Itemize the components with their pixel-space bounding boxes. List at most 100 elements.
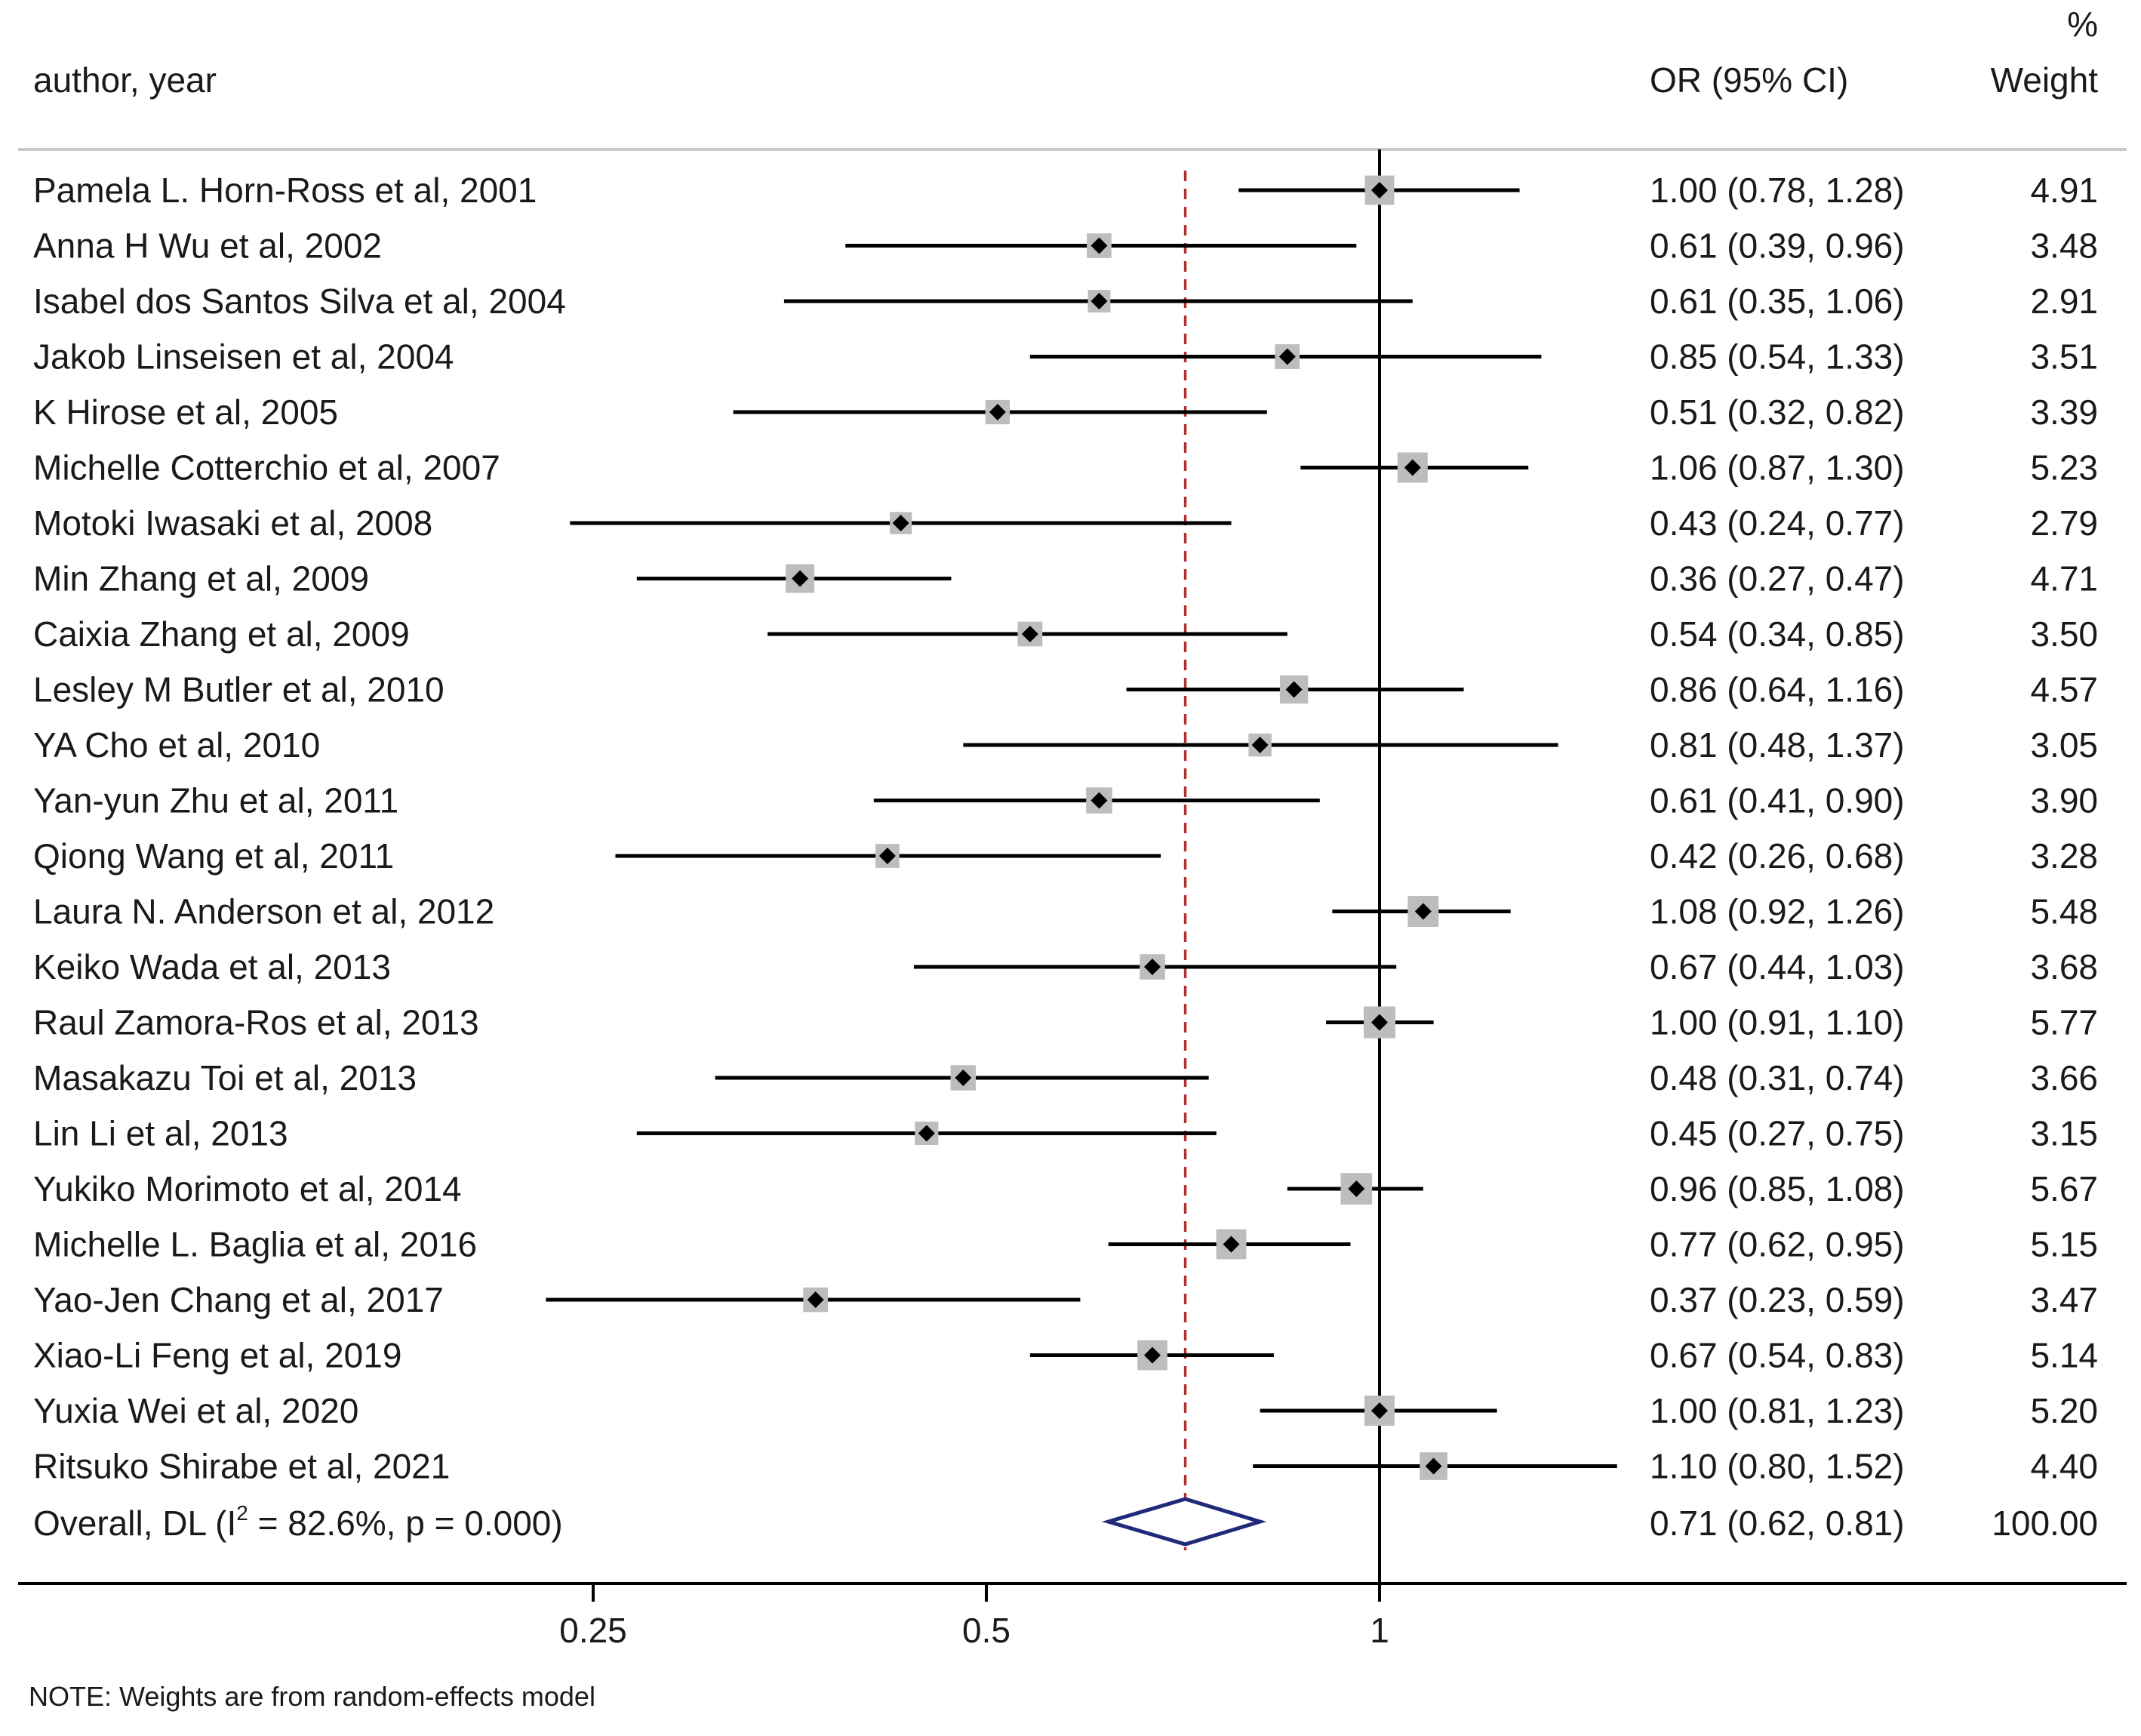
confidence-intervals <box>546 188 1617 1468</box>
study-weight: 3.90 <box>2030 781 2098 820</box>
effect-estimate: 0.48 (0.31, 0.74) <box>1650 1058 1905 1097</box>
effect-estimate: 0.37 (0.23, 0.59) <box>1650 1280 1905 1319</box>
effect-estimate: 0.86 (0.64, 1.16) <box>1650 670 1905 709</box>
study-label: Laura N. Anderson et al, 2012 <box>33 892 494 931</box>
effect-estimate: 0.45 (0.27, 0.75) <box>1650 1114 1905 1153</box>
effect-estimate: 1.06 (0.87, 1.30) <box>1650 448 1905 488</box>
point-estimate <box>989 404 1006 420</box>
reference-lines <box>1183 149 1381 1584</box>
overall-ci-text: 0.71 (0.62, 0.81) <box>1650 1504 1905 1543</box>
study-weight: 3.66 <box>2030 1058 2098 1097</box>
study-weights: 4.91 3.48 2.91 3.51 3.39 5.23 2.79 4.71 3.50 4.57… <box>2030 171 2098 1486</box>
study-weight: 5.67 <box>2030 1169 2098 1208</box>
study-weight: 3.28 <box>2030 836 2098 876</box>
overall-weight: 100.00 <box>1992 1504 2098 1543</box>
study-weight: 4.40 <box>2030 1447 2098 1486</box>
effect-estimate: 1.00 (0.78, 1.28) <box>1650 171 1905 210</box>
x-tick-label: 0.25 <box>559 1611 627 1650</box>
point-estimate <box>878 848 896 864</box>
study-weight: 5.77 <box>2030 1003 2098 1042</box>
study-weight: 5.48 <box>2030 892 2098 931</box>
point-estimate <box>1371 182 1388 199</box>
header-effect: OR (95% CI) <box>1650 60 1848 100</box>
point-estimate <box>1278 348 1296 365</box>
effect-estimate: 0.61 (0.39, 0.96) <box>1650 226 1905 266</box>
study-weight: 5.20 <box>2030 1391 2098 1430</box>
study-label: Lesley M Butler et al, 2010 <box>33 670 445 709</box>
study-label: Michelle Cotterchio et al, 2007 <box>33 448 500 488</box>
study-label: Lin Li et al, 2013 <box>33 1114 288 1153</box>
study-label: Yuxia Wei et al, 2020 <box>33 1391 358 1430</box>
point-estimate <box>1348 1180 1365 1197</box>
study-label: Jakob Linseisen et al, 2004 <box>33 337 454 377</box>
effect-estimate: 0.51 (0.32, 0.82) <box>1650 392 1905 432</box>
study-weight: 3.50 <box>2030 614 2098 654</box>
x-tick-label: 1 <box>1370 1611 1389 1650</box>
effect-estimates: 1.00 (0.78, 1.28) 0.61 (0.39, 0.96) 0.61 (… <box>1650 171 1905 1486</box>
study-weight: 2.79 <box>2030 503 2098 543</box>
study-label: Motoki Iwasaki et al, 2008 <box>33 503 432 543</box>
point-estimate <box>1371 1014 1388 1031</box>
study-label: Keiko Wada et al, 2013 <box>33 947 391 987</box>
study-label: Min Zhang et al, 2009 <box>33 559 369 599</box>
effect-estimate: 0.67 (0.54, 0.83) <box>1650 1336 1905 1375</box>
effect-estimate: 0.81 (0.48, 1.37) <box>1650 725 1905 765</box>
header-weight-percent: % <box>2067 5 2098 44</box>
study-weight: 3.39 <box>2030 392 2098 432</box>
effect-estimate: 0.43 (0.24, 0.77) <box>1650 503 1905 543</box>
study-weight: 4.91 <box>2030 171 2098 210</box>
header-weight: Weight <box>1991 60 2099 100</box>
study-weight: 5.15 <box>2030 1225 2098 1264</box>
study-weight: 5.14 <box>2030 1336 2098 1375</box>
study-label: Isabel dos Santos Silva et al, 2004 <box>33 282 566 321</box>
study-label: Yan-yun Zhu et al, 2011 <box>33 781 398 820</box>
point-estimate <box>1143 1347 1161 1364</box>
study-label: Yukiko Morimoto et al, 2014 <box>33 1169 462 1208</box>
footnote: NOTE: Weights are from random-effects mo… <box>29 1681 595 1712</box>
point-estimate <box>1285 681 1303 698</box>
study-label: Caixia Zhang et al, 2009 <box>33 614 410 654</box>
point-estimates <box>792 182 1442 1475</box>
effect-estimate: 0.61 (0.35, 1.06) <box>1650 282 1905 321</box>
effect-estimate: 1.08 (0.92, 1.26) <box>1650 892 1905 931</box>
point-estimate <box>1223 1236 1240 1253</box>
effect-estimate: 0.85 (0.54, 1.33) <box>1650 337 1905 377</box>
study-label: Xiao-Li Feng et al, 2019 <box>33 1336 401 1375</box>
point-estimate <box>792 570 809 587</box>
point-estimate <box>1021 626 1038 642</box>
study-weight: 3.47 <box>2030 1280 2098 1319</box>
study-label: Anna H Wu et al, 2002 <box>33 226 382 266</box>
effect-estimate: 0.67 (0.44, 1.03) <box>1650 947 1905 987</box>
point-estimate <box>955 1070 972 1086</box>
effect-estimate: 1.00 (0.81, 1.23) <box>1650 1391 1905 1430</box>
point-estimate <box>1090 293 1108 309</box>
study-weight: 4.57 <box>2030 670 2098 709</box>
study-weight: 3.15 <box>2030 1114 2098 1153</box>
effect-estimate: 0.36 (0.27, 0.47) <box>1650 559 1905 599</box>
study-weight: 3.51 <box>2030 337 2098 377</box>
study-weight: 4.71 <box>2030 559 2098 599</box>
study-weight: 3.05 <box>2030 725 2098 765</box>
x-tick-label: 0.5 <box>962 1611 1011 1650</box>
point-estimate <box>807 1291 824 1308</box>
weight-boxes <box>786 175 1447 1480</box>
study-weight: 2.91 <box>2030 282 2098 321</box>
point-estimate <box>1371 1402 1388 1419</box>
study-labels: Pamela L. Horn-Ross et al, 2001 Anna H Wu… <box>33 171 566 1486</box>
overall-diamond <box>1101 1497 1267 1547</box>
study-label: Pamela L. Horn-Ross et al, 2001 <box>33 171 537 210</box>
effect-estimate: 0.61 (0.41, 0.90) <box>1650 781 1905 820</box>
effect-estimate: 0.54 (0.34, 0.85) <box>1650 614 1905 654</box>
study-weight: 3.68 <box>2030 947 2098 987</box>
effect-estimate: 0.42 (0.26, 0.68) <box>1650 836 1905 876</box>
study-label: YA Cho et al, 2010 <box>33 725 320 765</box>
point-estimate <box>892 515 909 531</box>
header-study: author, year <box>33 60 217 100</box>
point-estimate <box>1143 959 1161 975</box>
effect-estimate: 1.10 (0.80, 1.52) <box>1650 1447 1905 1486</box>
point-estimate <box>918 1125 935 1142</box>
study-label: Qiong Wang et al, 2011 <box>33 836 394 876</box>
x-axis-ticks: 0.25 0.5 1 <box>559 1584 1389 1650</box>
overall-label: Overall, DL (I2 = 82.6%, p = 0.000) <box>33 1501 563 1543</box>
